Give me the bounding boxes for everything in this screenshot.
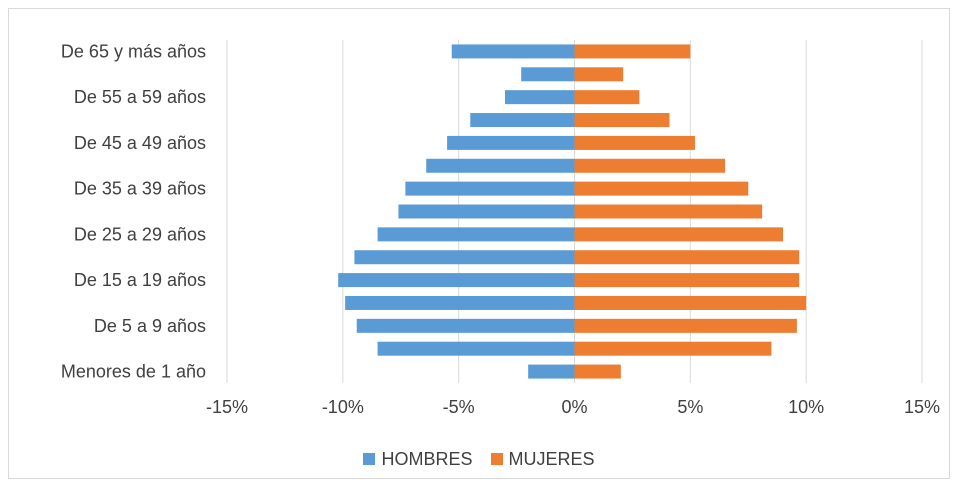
bars	[338, 44, 807, 379]
category-label: De 25 a 29 años	[74, 224, 206, 244]
bar-men	[451, 44, 575, 59]
bar-women	[574, 135, 695, 150]
bar-women	[574, 158, 726, 173]
category-label: Menores de 1 año	[61, 362, 206, 382]
bar-women	[574, 295, 807, 310]
legend-swatch-women	[490, 453, 503, 465]
bar-women	[574, 250, 800, 265]
bar-men	[377, 227, 575, 242]
bar-men	[505, 90, 575, 105]
x-axis-tick-labels: -15% -10% -5% 0% 5% 10% 15%	[206, 397, 940, 417]
legend-item-men: HOMBRES	[363, 448, 473, 470]
bar-men	[338, 273, 575, 288]
bar-men	[405, 181, 575, 196]
bar-men	[354, 250, 575, 265]
x-tick-label: 0%	[561, 397, 587, 417]
legend: HOMBRES MUJERES	[0, 444, 958, 474]
chart-frame	[8, 8, 950, 479]
x-tick-label: 15%	[904, 397, 940, 417]
legend-label-men: HOMBRES	[381, 448, 473, 469]
category-label: De 45 a 49 años	[74, 133, 206, 153]
category-label: De 35 a 39 años	[74, 179, 206, 199]
x-tick-label: 5%	[677, 397, 703, 417]
bar-women	[574, 204, 763, 219]
category-label: De 55 a 59 años	[74, 87, 206, 107]
category-label: De 65 y más años	[61, 41, 206, 61]
bar-women	[574, 341, 772, 356]
bar-men	[377, 341, 575, 356]
legend-swatch-men	[363, 453, 376, 465]
bar-women	[574, 44, 691, 59]
bar-women	[574, 90, 640, 105]
bar-women	[574, 113, 670, 128]
legend-item-women: MUJERES	[490, 448, 595, 470]
legend-label-women: MUJERES	[508, 448, 595, 469]
bar-women	[574, 364, 621, 379]
bar-women	[574, 181, 749, 196]
bar-men	[528, 364, 575, 379]
bar-men	[447, 135, 575, 150]
category-label: De 15 a 19 años	[74, 270, 206, 290]
x-tick-label: -10%	[322, 397, 364, 417]
bar-men	[426, 158, 575, 173]
bar-women	[574, 273, 800, 288]
bar-women	[574, 67, 624, 82]
bar-men	[356, 318, 575, 333]
bar-men	[398, 204, 575, 219]
bar-women	[574, 227, 783, 242]
bar-women	[574, 318, 797, 333]
x-tick-label: -15%	[206, 397, 248, 417]
x-tick-label: 10%	[788, 397, 824, 417]
bar-men	[345, 295, 575, 310]
bar-men	[521, 67, 575, 82]
category-label: De 5 a 9 años	[94, 316, 206, 336]
x-tick-label: -5%	[443, 397, 475, 417]
category-labels: Menores de 1 año De 5 a 9 años De 15 a 19 …	[61, 41, 206, 381]
bar-men	[470, 113, 575, 128]
